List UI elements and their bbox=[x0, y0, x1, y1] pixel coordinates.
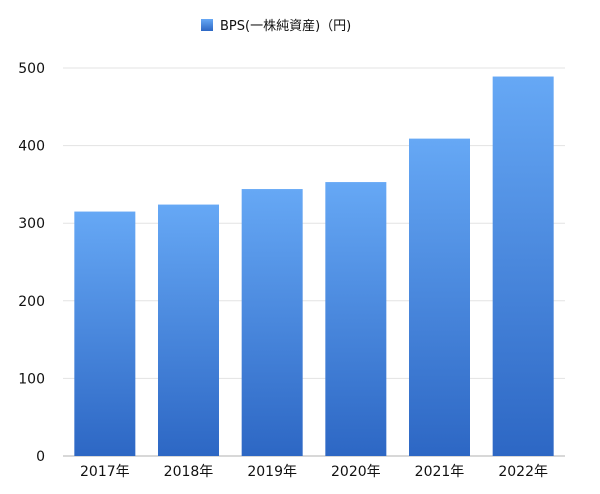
x-tick-label: 2019年 bbox=[247, 464, 297, 480]
x-tick-label: 2020年 bbox=[331, 464, 381, 480]
x-tick-label: 2021年 bbox=[415, 464, 465, 480]
x-tick-label: 2018年 bbox=[164, 464, 214, 480]
bar-2017年 bbox=[74, 211, 136, 456]
x-axis-ticks: 2017年 2018年 2019年 2020年 2021年 2022年 bbox=[80, 464, 548, 480]
bar-2020年 bbox=[325, 182, 387, 456]
bar-2018年 bbox=[158, 204, 219, 456]
legend-label: BPS(一株純資産)（円) bbox=[220, 18, 351, 34]
y-tick-label: 100 bbox=[18, 371, 45, 387]
y-tick-label: 500 bbox=[18, 61, 45, 77]
bars bbox=[74, 76, 554, 456]
bar-2019年 bbox=[241, 189, 303, 456]
y-axis-ticks: 0 100 200 300 400 500 bbox=[18, 61, 45, 465]
legend-swatch bbox=[201, 19, 213, 31]
gridlines bbox=[63, 67, 565, 457]
x-tick-label: 2017年 bbox=[80, 464, 130, 480]
y-tick-label: 0 bbox=[36, 449, 45, 465]
bar-2021年 bbox=[409, 138, 470, 456]
y-tick-label: 300 bbox=[18, 216, 45, 232]
y-tick-label: 400 bbox=[18, 139, 45, 155]
x-tick-label: 2022年 bbox=[498, 464, 548, 480]
y-tick-label: 200 bbox=[18, 294, 45, 310]
legend: BPS(一株純資産)（円) bbox=[201, 18, 351, 34]
bar-2022年 bbox=[492, 76, 554, 456]
